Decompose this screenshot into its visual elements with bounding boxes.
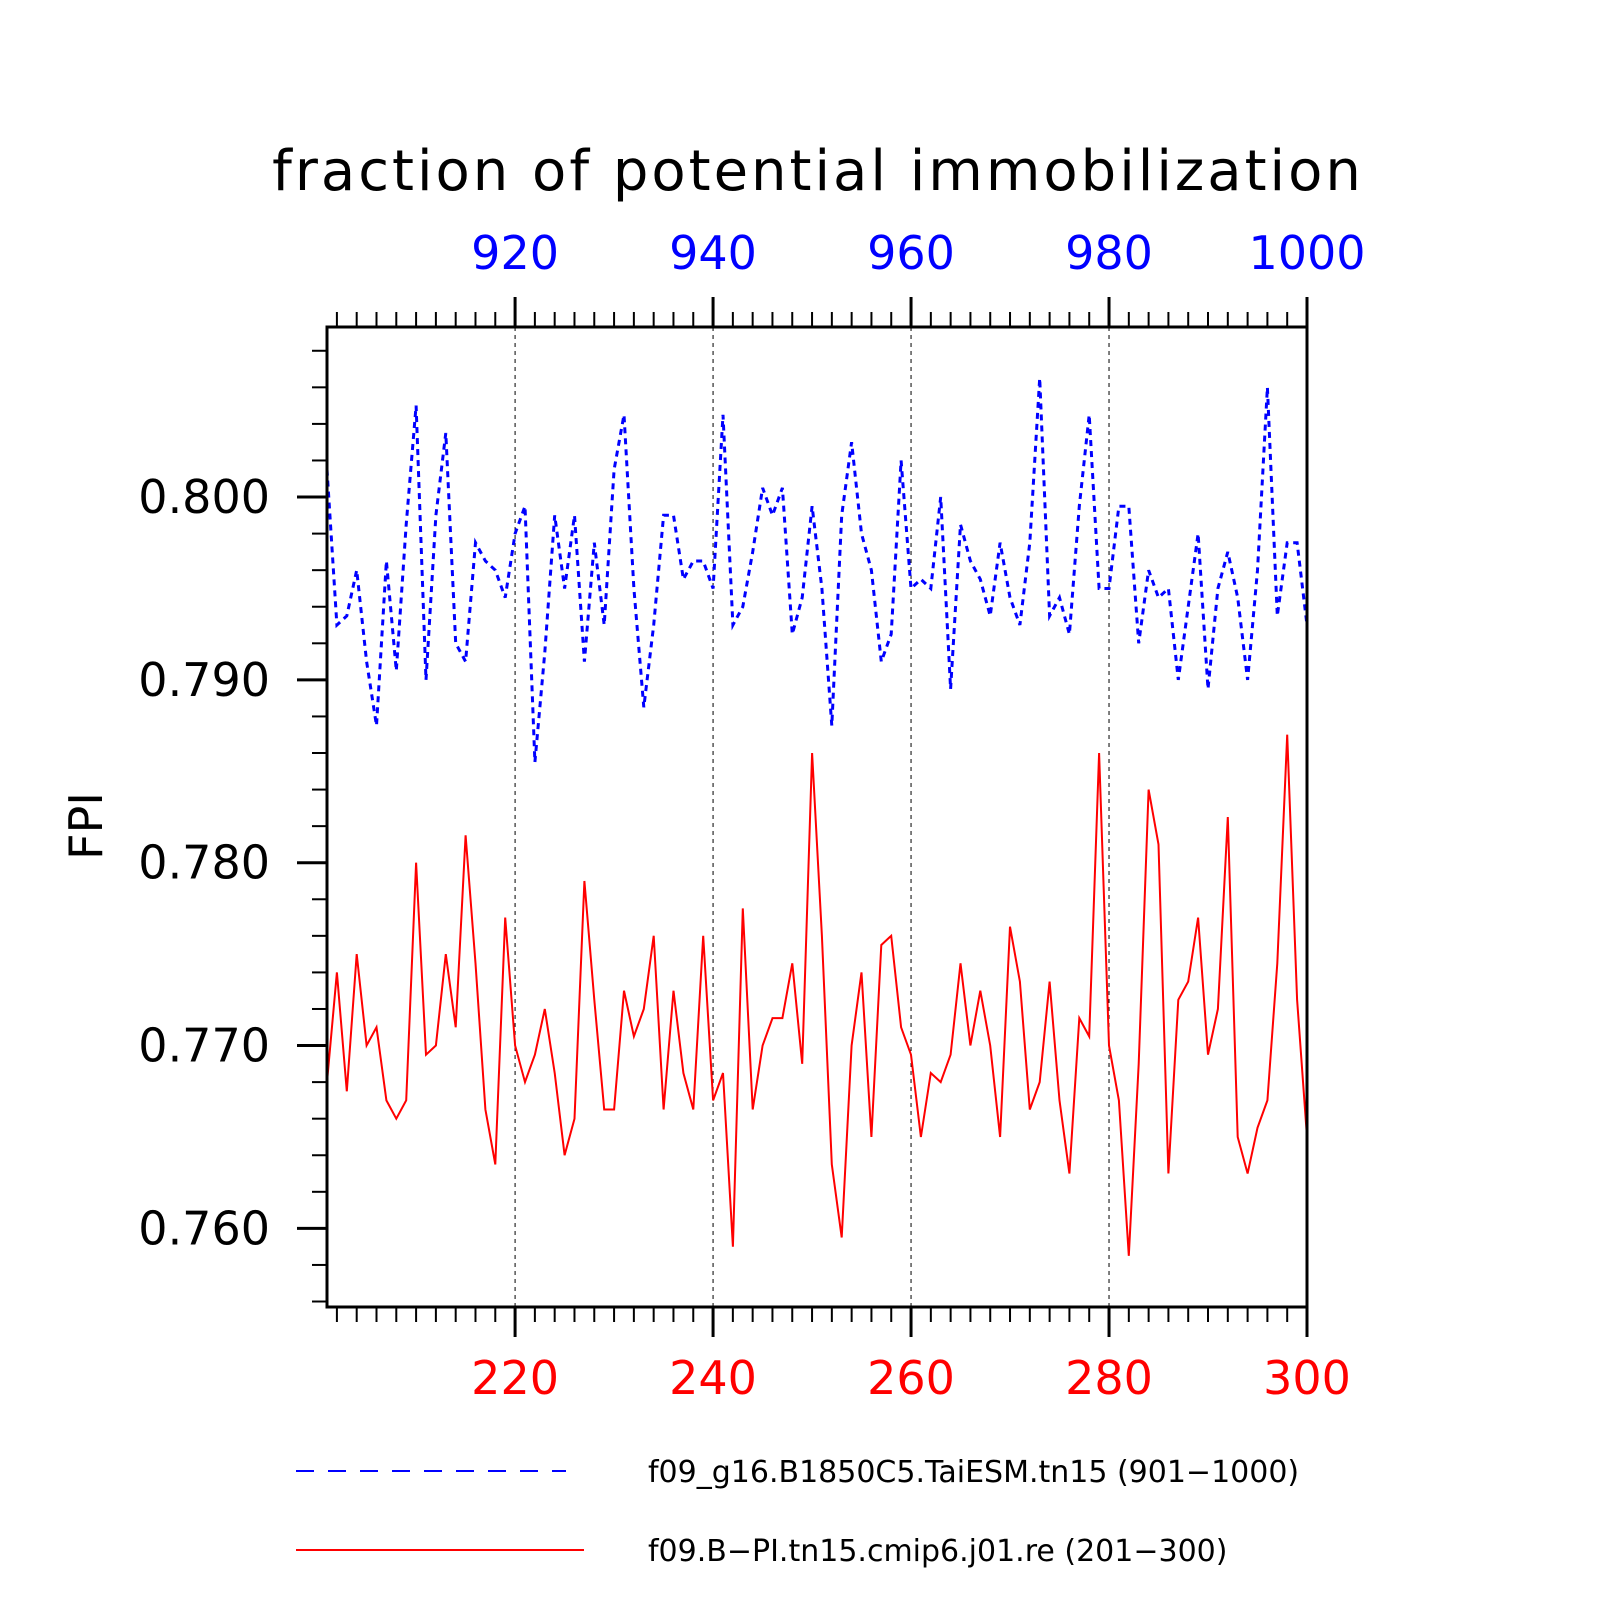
top-tick-label: 1000 [1248, 226, 1365, 280]
legend-label-series-1: f09_g16.B1850C5.TaiESM.tn15 (901−1000) [648, 1455, 1299, 1490]
chart-title: fraction of potential immobilization [272, 139, 1364, 204]
top-tick-label: 940 [669, 226, 757, 280]
bottom-tick-label: 260 [867, 1351, 955, 1405]
grid-lines [514, 327, 1110, 1307]
y-tick-label: 0.760 [138, 1201, 270, 1255]
bottom-tick-label: 240 [669, 1351, 757, 1405]
series-line-1 [325, 378, 1309, 763]
bottom-tick-label: 300 [1263, 1351, 1351, 1405]
axis-ticks [297, 297, 1309, 1337]
y-axis-tick-labels: 0.760 0.770 0.780 0.790 0.800 [138, 470, 270, 1255]
legend-label-series-2: f09.B−PI.tn15.cmip6.j01.re (201−300) [648, 1534, 1227, 1569]
bottom-tick-label: 280 [1065, 1351, 1153, 1405]
top-tick-label: 980 [1065, 226, 1153, 280]
y-tick-label: 0.800 [138, 470, 270, 524]
top-tick-label: 960 [867, 226, 955, 280]
top-axis-tick-labels: 920 940 960 980 1000 [471, 226, 1365, 280]
y-tick-label: 0.790 [138, 653, 270, 707]
plot-frame [325, 325, 1309, 1309]
legend: f09_g16.B1850C5.TaiESM.tn15 (901−1000) f… [296, 1455, 1299, 1569]
y-tick-label: 0.770 [138, 1019, 270, 1073]
bottom-axis-tick-labels: 220 240 260 280 300 [471, 1351, 1351, 1405]
top-tick-label: 920 [471, 226, 559, 280]
y-axis-label: FPI [59, 792, 113, 860]
series-lines [325, 378, 1309, 1256]
series-line-2 [326, 734, 1308, 1256]
bottom-tick-label: 220 [471, 1351, 559, 1405]
y-tick-label: 0.780 [138, 836, 270, 890]
